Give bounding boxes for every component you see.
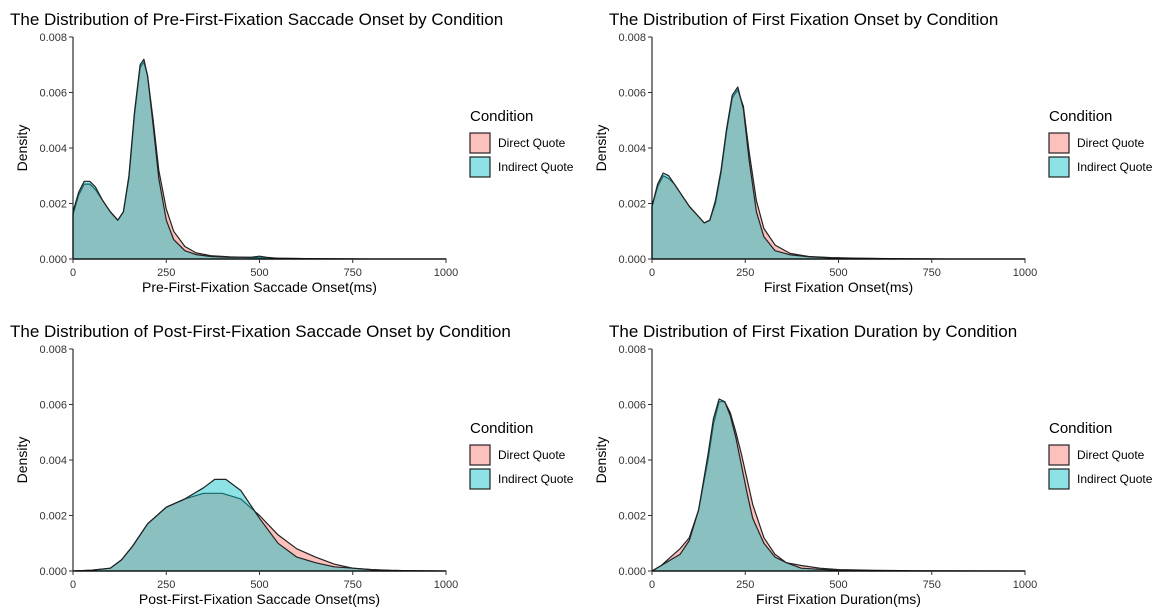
- x-tick-label: 250: [157, 267, 175, 279]
- y-axis-title: Density: [593, 125, 609, 172]
- chart-title: The Distribution of First Fixation Onset…: [609, 10, 998, 29]
- y-tick-label: 0.008: [39, 32, 67, 44]
- legend-title: Condition: [1049, 108, 1112, 125]
- legend: Condition Direct Quote Indirect Quote: [469, 420, 574, 490]
- density-area-indirect-quote: [651, 398, 1026, 572]
- x-tick-label: 1000: [434, 579, 458, 591]
- y-tick-label: 0.008: [618, 344, 646, 356]
- chart-title: The Distribution of Pre-First-Fixation S…: [10, 10, 503, 29]
- chart-panel-4: The Distribution of First Fixation Durat…: [593, 322, 1153, 607]
- x-tick-label: 0: [649, 267, 655, 279]
- x-axis-title: Post-First-Fixation Saccade Onset(ms): [139, 591, 380, 607]
- x-tick-label: 500: [829, 579, 847, 591]
- y-axis-title: Density: [14, 437, 30, 484]
- x-tick-label: 0: [649, 579, 655, 591]
- y-tick-label: 0.000: [618, 254, 646, 266]
- x-axis-title: First Fixation Duration(ms): [756, 591, 921, 607]
- x-tick-label: 250: [736, 579, 754, 591]
- x-tick-label: 0: [70, 267, 76, 279]
- y-tick-label: 0.008: [39, 344, 67, 356]
- legend-label: Indirect Quote: [1077, 160, 1153, 174]
- x-tick-label: 1000: [434, 267, 458, 279]
- y-tick-label: 0.008: [618, 32, 646, 44]
- chart-panel-3: The Distribution of Post-First-Fixation …: [10, 322, 574, 607]
- density-area-indirect-quote: [72, 478, 447, 572]
- legend: Condition Direct Quote Indirect Quote: [469, 108, 574, 178]
- y-tick-label: 0.004: [39, 143, 67, 155]
- x-tick-label: 500: [250, 579, 268, 591]
- legend-title: Condition: [470, 420, 533, 437]
- legend-key-indirect-quote: [469, 156, 491, 178]
- x-tick-label: 250: [736, 267, 754, 279]
- x-tick-label: 1000: [1013, 579, 1037, 591]
- y-tick-label: 0.000: [39, 254, 67, 266]
- legend-key-direct-quote: [1048, 132, 1070, 154]
- x-tick-label: 750: [923, 579, 941, 591]
- x-axis-title: First Fixation Onset(ms): [764, 279, 913, 295]
- x-tick-label: 750: [344, 267, 362, 279]
- legend-label: Direct Quote: [498, 448, 566, 462]
- y-tick-label: 0.002: [618, 199, 646, 211]
- y-tick-label: 0.002: [618, 511, 646, 523]
- chart-panel-2: The Distribution of First Fixation Onset…: [593, 10, 1153, 295]
- legend-label: Direct Quote: [1077, 448, 1145, 462]
- y-tick-label: 0.000: [39, 566, 67, 578]
- legend: Condition Direct Quote Indirect Quote: [1048, 108, 1153, 178]
- density-area-indirect-quote: [651, 86, 1026, 260]
- chart-title: The Distribution of Post-First-Fixation …: [10, 322, 511, 341]
- y-tick-label: 0.004: [39, 455, 67, 467]
- x-tick-label: 500: [829, 267, 847, 279]
- y-tick-label: 0.006: [618, 400, 646, 412]
- legend-key-indirect-quote: [469, 468, 491, 490]
- y-axis-title: Density: [593, 437, 609, 484]
- legend-label: Indirect Quote: [498, 472, 574, 486]
- x-tick-label: 250: [157, 579, 175, 591]
- legend-key-direct-quote: [1048, 444, 1070, 466]
- density-area-indirect-quote: [72, 58, 447, 260]
- y-tick-label: 0.002: [39, 511, 67, 523]
- x-axis-title: Pre-First-Fixation Saccade Onset(ms): [142, 279, 377, 295]
- chart-title: The Distribution of First Fixation Durat…: [609, 322, 1017, 341]
- y-axis-title: Density: [14, 125, 30, 172]
- x-tick-label: 0: [70, 579, 76, 591]
- x-tick-label: 500: [250, 267, 268, 279]
- legend-key-direct-quote: [469, 132, 491, 154]
- legend-title: Condition: [470, 108, 533, 125]
- y-tick-label: 0.004: [618, 143, 646, 155]
- y-tick-label: 0.006: [618, 88, 646, 100]
- legend-title: Condition: [1049, 420, 1112, 437]
- legend-key-direct-quote: [469, 444, 491, 466]
- legend-key-indirect-quote: [1048, 156, 1070, 178]
- y-tick-label: 0.006: [39, 88, 67, 100]
- legend-label: Indirect Quote: [1077, 472, 1153, 486]
- x-tick-label: 1000: [1013, 267, 1037, 279]
- y-tick-label: 0.002: [39, 199, 67, 211]
- x-tick-label: 750: [344, 579, 362, 591]
- chart-panel-1: The Distribution of Pre-First-Fixation S…: [10, 10, 574, 295]
- legend: Condition Direct Quote Indirect Quote: [1048, 420, 1153, 490]
- legend-key-indirect-quote: [1048, 468, 1070, 490]
- legend-label: Direct Quote: [498, 136, 566, 150]
- y-tick-label: 0.004: [618, 455, 646, 467]
- x-tick-label: 750: [923, 267, 941, 279]
- legend-label: Indirect Quote: [498, 160, 574, 174]
- y-tick-label: 0.000: [618, 566, 646, 578]
- legend-label: Direct Quote: [1077, 136, 1145, 150]
- y-tick-label: 0.006: [39, 400, 67, 412]
